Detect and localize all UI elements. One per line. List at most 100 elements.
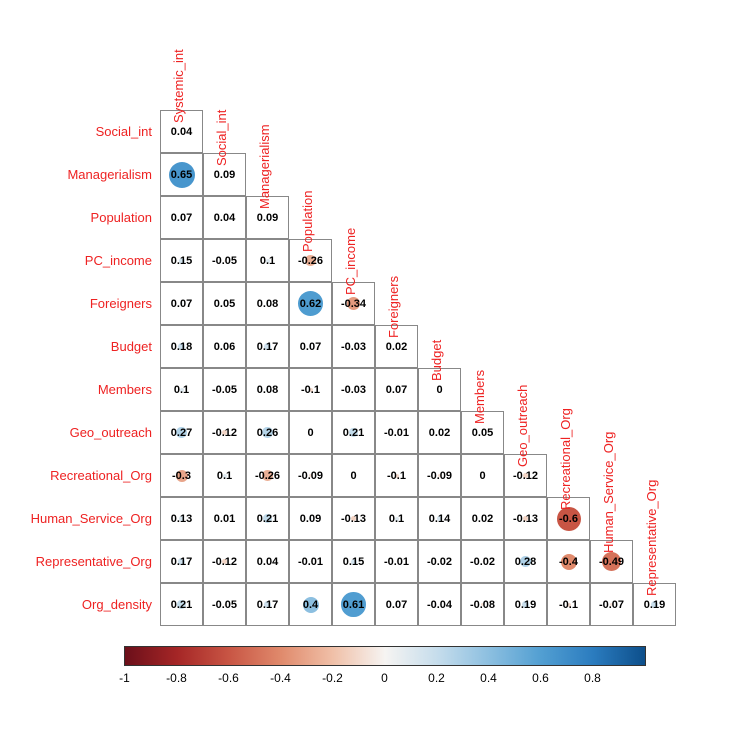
matrix-area: 0.04 0.65 0.09 0.07 0.04 0.09 0.15 -0.05 0.1 -0.2…: [10, 10, 749, 626]
matrix-cell: 0.17: [246, 583, 289, 626]
matrix-cell: 0.1: [246, 239, 289, 282]
correlation-value: 0.07: [171, 212, 192, 224]
correlation-value: 0.19: [644, 599, 665, 611]
correlation-value: 0.06: [214, 341, 235, 353]
correlation-value: -0.3: [172, 470, 191, 482]
column-label: Representative_Org: [644, 480, 659, 596]
correlation-value: 0.1: [174, 384, 189, 396]
matrix-cell: -0.12: [203, 540, 246, 583]
correlation-value: -0.49: [599, 556, 624, 568]
correlation-value: 0.26: [257, 427, 278, 439]
matrix-cell: 0.05: [203, 282, 246, 325]
correlation-value: 0.09: [214, 169, 235, 181]
row-label: Human_Service_Org: [10, 511, 152, 526]
matrix-cell: -0.03: [332, 325, 375, 368]
correlation-value: 0.18: [171, 341, 192, 353]
matrix-cell: -0.03: [332, 368, 375, 411]
column-label: PC_income: [343, 228, 358, 295]
correlation-value: 0.09: [257, 212, 278, 224]
matrix-cell: 0.21: [160, 583, 203, 626]
matrix-cell: -0.04: [418, 583, 461, 626]
matrix-cell: -0.3: [160, 454, 203, 497]
correlation-value: 0.08: [257, 298, 278, 310]
matrix-cell: 0.04: [246, 540, 289, 583]
row-label: Org_density: [10, 597, 152, 612]
matrix-cell: -0.26: [246, 454, 289, 497]
correlation-value: 0.13: [171, 513, 192, 525]
correlation-value: 0.04: [171, 126, 192, 138]
correlation-value: -0.05: [212, 384, 237, 396]
matrix-cell: 0: [289, 411, 332, 454]
correlation-value: 0.07: [171, 298, 192, 310]
legend-bar: [124, 646, 646, 666]
column-label: Systemic_int: [171, 49, 186, 123]
matrix-cell: -0.05: [203, 239, 246, 282]
matrix-cell: 0.4: [289, 583, 332, 626]
matrix-cell: 0.65: [160, 153, 203, 196]
legend-tick: -0.4: [270, 671, 291, 685]
correlation-value: 0.1: [217, 470, 232, 482]
correlation-value: -0.34: [341, 298, 366, 310]
correlation-value: 0.07: [386, 384, 407, 396]
correlation-value: -0.08: [470, 599, 495, 611]
matrix-cell: 0.13: [160, 497, 203, 540]
correlation-value: 0.09: [300, 513, 321, 525]
matrix-cell: -0.4: [547, 540, 590, 583]
correlation-value: 0.05: [472, 427, 493, 439]
correlation-value: 0.28: [515, 556, 536, 568]
column-label: Geo_outreach: [515, 385, 530, 467]
correlation-value: 0.02: [429, 427, 450, 439]
matrix-cell: 0.02: [418, 411, 461, 454]
matrix-cell: 0.08: [246, 368, 289, 411]
matrix-cell: -0.05: [203, 583, 246, 626]
correlation-value: 0: [307, 427, 313, 439]
correlation-value: -0.12: [212, 427, 237, 439]
correlation-value: -0.4: [559, 556, 578, 568]
correlation-value: 0.02: [472, 513, 493, 525]
correlation-value: -0.05: [212, 599, 237, 611]
legend-tick: 0: [381, 671, 388, 685]
correlation-value: 0.21: [343, 427, 364, 439]
column-label: Recreational_Org: [558, 408, 573, 510]
legend-tick: 0.4: [480, 671, 497, 685]
row-label: Geo_outreach: [10, 425, 152, 440]
matrix-cell: 0.09: [289, 497, 332, 540]
legend-tick: -0.6: [218, 671, 239, 685]
color-legend: -1-0.8-0.6-0.4-0.200.20.40.60.8: [10, 646, 749, 691]
correlation-value: 0.17: [257, 341, 278, 353]
matrix-cell: 0.07: [289, 325, 332, 368]
correlation-value: 0.14: [429, 513, 450, 525]
matrix-cell: -0.09: [418, 454, 461, 497]
correlation-value: 0.05: [214, 298, 235, 310]
matrix-cell: 0.17: [246, 325, 289, 368]
correlation-value: -0.07: [599, 599, 624, 611]
correlation-value: -0.09: [298, 470, 323, 482]
correlation-value: 0.07: [300, 341, 321, 353]
correlation-value: -0.09: [427, 470, 452, 482]
correlation-value: 0.1: [389, 513, 404, 525]
row-label: Recreational_Org: [10, 468, 152, 483]
correlation-value: 0.08: [257, 384, 278, 396]
matrix-cell: 0.27: [160, 411, 203, 454]
matrix-cell: 0.19: [504, 583, 547, 626]
column-label: Foreigners: [386, 276, 401, 338]
matrix-cell: 0.07: [160, 282, 203, 325]
correlation-value: 0: [436, 384, 442, 396]
matrix-cell: -0.1: [375, 454, 418, 497]
matrix-cell: 0.1: [375, 497, 418, 540]
matrix-cell: 0.14: [418, 497, 461, 540]
correlation-value: -0.03: [341, 384, 366, 396]
correlation-value: 0.1: [260, 255, 275, 267]
row-label: Population: [10, 210, 152, 225]
correlation-value: 0.07: [386, 599, 407, 611]
matrix-cell: -0.08: [461, 583, 504, 626]
correlation-value: 0.17: [171, 556, 192, 568]
correlation-value: -0.6: [559, 513, 578, 525]
matrix-cell: 0.21: [332, 411, 375, 454]
matrix-cell: 0.15: [332, 540, 375, 583]
matrix-cell: 0.18: [160, 325, 203, 368]
matrix-cell: 0.61: [332, 583, 375, 626]
correlation-value: 0.04: [257, 556, 278, 568]
matrix-cell: -0.1: [289, 368, 332, 411]
matrix-cell: -0.01: [289, 540, 332, 583]
